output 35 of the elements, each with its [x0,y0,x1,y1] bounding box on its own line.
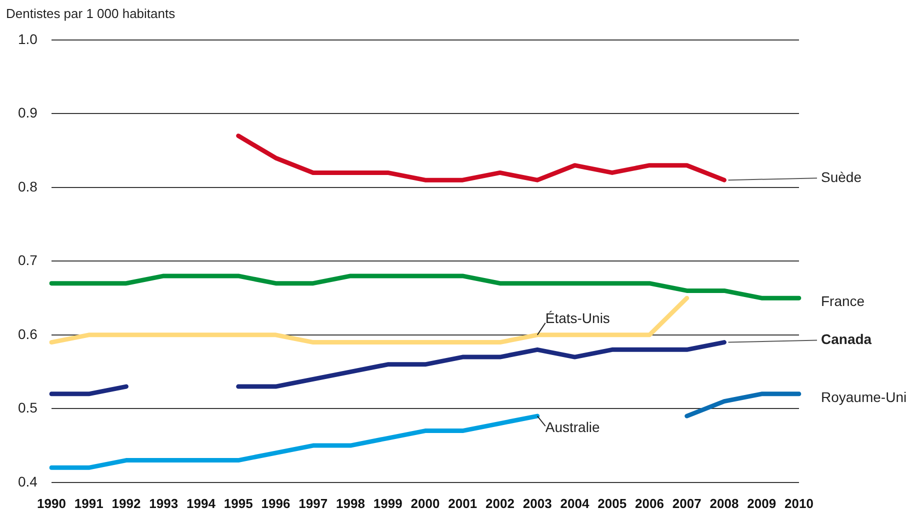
x-tick-label: 2001 [448,496,478,511]
y-tick-label: 0.8 [18,178,38,194]
x-tick-label: 1993 [149,496,178,511]
x-tick-label: 2005 [598,496,627,511]
x-tick-label: 1999 [373,496,402,511]
x-tick-label: 2010 [784,496,814,511]
y-tick-label: 0.9 [18,104,38,121]
x-tick-label: 1995 [224,496,253,511]
x-tick-label: 2002 [486,496,514,511]
text: Suède [821,168,862,185]
x-tick-label: 2009 [747,496,776,511]
x-tick-label: 2007 [672,496,702,511]
y-tick-label: 1.0 [18,30,38,47]
y-axis-title: Dentistes par 1 000 habitants [6,6,176,21]
series-label: Royaume-Uni [821,388,907,405]
x-tick-label: 1998 [336,496,365,511]
series-label: États-Unis [545,310,610,326]
x-tick-label: 2006 [635,496,664,511]
x-tick-label: 1997 [298,496,328,511]
x-tick-label: 2008 [710,496,739,511]
series-label: Australie [545,418,600,435]
x-tick-label: 1991 [74,496,104,511]
x-tick-label: 1996 [261,496,290,511]
x-tick-label: 1992 [112,496,141,511]
y-tick-label: 0.7 [18,252,38,268]
series-label: France [821,292,865,309]
y-tick-label: 0.6 [18,326,38,342]
x-tick-label: 1990 [37,496,66,511]
y-tick-label: 0.4 [18,473,38,490]
x-tick-label: 2003 [522,496,552,511]
x-tick-label: 2004 [560,496,590,511]
x-tick-label: 1994 [186,496,216,511]
x-tick-label: 2000 [410,496,440,511]
y-tick-label: 0.5 [18,400,38,416]
text: Canada [821,331,872,348]
